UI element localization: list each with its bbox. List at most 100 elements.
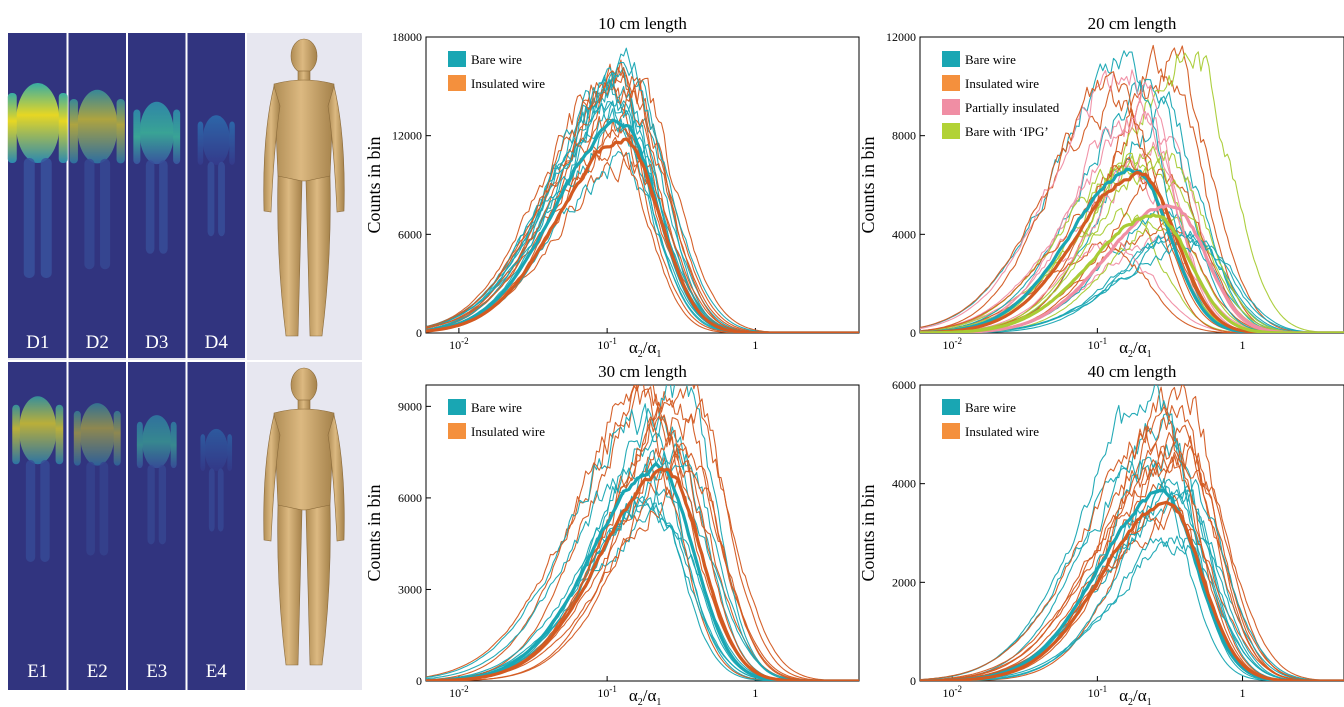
traces xyxy=(920,385,1344,681)
x-label-alpha: α xyxy=(629,686,638,705)
map-tile xyxy=(186,362,246,690)
body-arm-right xyxy=(327,413,345,542)
trace-line xyxy=(426,136,859,333)
chart-1: 10 cm length Counts in bin 0 6000 12000 18000… xyxy=(364,14,860,360)
body-leg-right xyxy=(305,504,331,666)
map-label: E4 xyxy=(206,661,228,682)
x-tick-label: 1 xyxy=(752,686,758,700)
trace-line xyxy=(920,71,1344,333)
x-tick-label: 1 xyxy=(752,338,758,352)
heat-leg-right xyxy=(40,460,50,562)
legend-label: Insulated wire xyxy=(471,76,545,91)
y-tick-label: 3000 xyxy=(398,582,422,596)
heat-silhouette xyxy=(200,428,233,532)
y-tick-label: 6000 xyxy=(398,491,422,505)
heat-torso xyxy=(202,115,230,165)
y-tick-label: 4000 xyxy=(892,477,916,491)
y-tick-label: 2000 xyxy=(892,575,916,589)
map-label: E2 xyxy=(87,661,108,682)
x-label-slash: / xyxy=(1133,338,1138,357)
heat-arm-left xyxy=(7,93,17,163)
heat-leg-right xyxy=(158,464,167,545)
legend-swatch xyxy=(942,423,960,439)
series-mean-line xyxy=(426,467,859,681)
series-mean-line xyxy=(920,500,1344,681)
heat-leg-left xyxy=(207,161,215,237)
x-label-alpha: α xyxy=(629,338,638,357)
heat-torso xyxy=(139,101,174,165)
legend-swatch xyxy=(448,423,466,439)
series-mean-line xyxy=(426,118,859,333)
trace-line xyxy=(920,424,1344,681)
male-body-model xyxy=(263,38,345,337)
heat-torso xyxy=(204,428,228,471)
legend-swatch xyxy=(942,75,960,91)
y-axis-label: Counts in bin xyxy=(364,136,384,233)
series-mean-line xyxy=(920,213,1344,333)
heat-arm-right xyxy=(173,109,181,165)
map-label: D3 xyxy=(145,332,168,353)
legend-label: Bare wire xyxy=(965,52,1016,67)
heat-arm-left xyxy=(73,410,81,466)
body-neck xyxy=(297,70,311,82)
x-tick-label: 10-2 xyxy=(942,684,962,700)
legend-label: Insulated wire xyxy=(965,76,1039,91)
x-label-alpha: α xyxy=(1119,338,1128,357)
legend-swatch xyxy=(942,399,960,415)
x-tick-label: 10-1 xyxy=(1088,684,1108,700)
x-tick-label: 10-1 xyxy=(1088,336,1108,352)
legend-swatch xyxy=(942,99,960,115)
x-tick-base: 1 xyxy=(1240,686,1246,700)
x-tick-label: 10-1 xyxy=(597,684,617,700)
x-axis-label: α2/α1 xyxy=(629,338,662,360)
x-tick-label: 10-1 xyxy=(597,336,617,352)
x-label-slash: / xyxy=(643,686,648,705)
body-leg-right xyxy=(305,175,331,337)
heat-torso xyxy=(77,89,118,164)
map-label: D4 xyxy=(205,332,229,353)
y-tick-label: 18000 xyxy=(392,30,422,44)
y-tick-label: 0 xyxy=(416,326,422,340)
x-label-sub: 1 xyxy=(1147,697,1152,707)
heat-silhouette xyxy=(197,115,235,237)
heat-arm-right xyxy=(229,121,235,165)
y-tick-label: 6000 xyxy=(398,227,422,241)
x-label-slash: / xyxy=(1133,686,1138,705)
heat-silhouette xyxy=(136,415,177,545)
x-tick-label: 1 xyxy=(1240,686,1246,700)
x-label-sub: 2 xyxy=(638,697,643,707)
map-tile xyxy=(127,362,187,690)
traces xyxy=(426,47,859,333)
y-tick-label: 0 xyxy=(416,674,422,688)
heat-arm-left xyxy=(69,99,78,164)
x-label-alpha: α xyxy=(1138,338,1147,357)
x-tick-exponent: -1 xyxy=(1100,336,1108,346)
y-tick-label: 0 xyxy=(910,674,916,688)
x-tick-exponent: -2 xyxy=(461,336,469,346)
x-tick-exponent: -1 xyxy=(609,684,617,694)
x-tick-base: 10 xyxy=(449,686,461,700)
map-label: E1 xyxy=(27,661,48,682)
heat-silhouette xyxy=(73,403,121,556)
heat-arm-left xyxy=(197,121,204,165)
chart-3: 30 cm length Counts in bin 0 3000 6000 9000 10… xyxy=(364,362,860,707)
x-tick-label: 10-2 xyxy=(942,336,962,352)
heat-silhouette xyxy=(69,89,125,270)
traces xyxy=(426,385,859,681)
trace-line xyxy=(920,537,1344,681)
heat-arm-right xyxy=(227,434,233,471)
x-label-sub: 1 xyxy=(656,697,661,707)
heat-silhouette xyxy=(7,83,68,278)
y-tick-label: 12000 xyxy=(886,30,916,44)
heat-torso xyxy=(15,83,60,163)
heat-arm-right xyxy=(55,404,64,465)
legend-swatch xyxy=(942,123,960,139)
legend-label: Partially insulated xyxy=(965,100,1060,115)
body-arm-left xyxy=(263,413,281,542)
heat-arm-right xyxy=(116,99,125,164)
heat-silhouette xyxy=(12,396,64,562)
y-tick-label: 6000 xyxy=(892,378,916,392)
x-tick-label: 1 xyxy=(1240,338,1246,352)
body-maps-panel: D1 E1 D2 E2 D3 E3 D4 E4 xyxy=(7,33,362,690)
